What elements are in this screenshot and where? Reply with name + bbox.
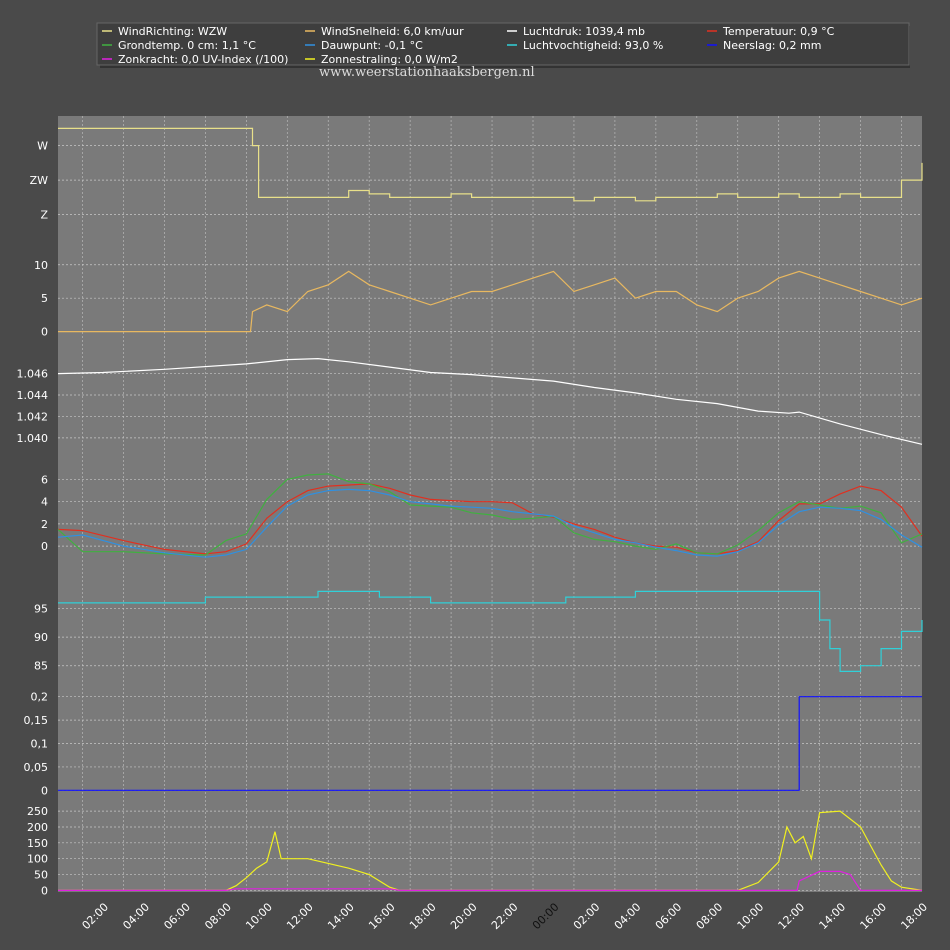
legend-label: Dauwpunt: -0,1 °C	[321, 39, 423, 52]
series-line-luchtdruk	[57, 357, 923, 445]
y-tick-label: 0	[41, 884, 48, 897]
y-tick-label: 0,2	[31, 691, 49, 704]
legend-label: Temperatuur: 0,9 °C	[722, 25, 835, 38]
y-tick-label: 0	[41, 784, 48, 797]
y-tick-label: Z	[40, 209, 48, 222]
series-line-dauwpunt	[57, 488, 923, 558]
legend-label: Neerslag: 0,2 mm	[723, 39, 821, 52]
series-line-grondtemp	[57, 473, 923, 556]
y-tick-label: 2	[41, 518, 48, 531]
y-tick-label: 85	[34, 660, 48, 673]
y-tick-label: ZW	[30, 174, 49, 187]
y-tick-label: 50	[34, 869, 48, 882]
series-line-luchtvochtigheid	[58, 590, 923, 672]
y-tick-label: 0,05	[24, 761, 49, 774]
y-tick-label: 6	[41, 473, 48, 486]
series-line-zonkracht	[58, 870, 922, 891]
legend-label: WindSnelheid: 6,0 km/uur	[321, 25, 464, 38]
y-tick-label: 150	[27, 837, 48, 850]
y-tick-label: 4	[41, 496, 48, 509]
y-tick-label: 5	[41, 292, 48, 305]
y-tick-label: 1.046	[17, 368, 49, 381]
series-layer	[57, 127, 923, 891]
legend-label: WindRichting: WZW	[118, 25, 227, 38]
y-tick-label: 250	[27, 805, 48, 818]
y-tick-label: 90	[34, 631, 48, 644]
legend-label: Luchtvochtigheid: 93,0 %	[523, 39, 663, 52]
legend-box	[96, 22, 910, 66]
y-tick-label: 10	[34, 259, 48, 272]
y-tick-label: 0	[41, 326, 48, 339]
y-tick-label: 95	[34, 603, 48, 616]
y-tick-label: 0	[41, 540, 48, 553]
legend-label: Zonkracht: 0,0 UV-Index (/100)	[118, 53, 288, 66]
watermark: www.weerstationhaaksbergen.nl	[319, 65, 535, 80]
legend-label: Luchtdruk: 1039,4 mb	[523, 25, 645, 38]
y-tick-label: W	[37, 140, 48, 153]
plot-area	[58, 116, 922, 892]
y-tick-label: 200	[27, 821, 48, 834]
series-line-neerslag	[58, 696, 922, 791]
legend-label: Zonnestraling: 0,0 W/m2	[321, 53, 458, 66]
legend-label: Grondtemp. 0 cm: 1,1 °C	[118, 39, 256, 52]
y-tick-label: 100	[27, 853, 48, 866]
legend: WindRichting: WZW WindSnelheid: 6,0 km/uu…	[96, 22, 910, 68]
y-tick-labels: WZWZ10501.0461.0441.0421.04064209590850,…	[17, 140, 49, 898]
series-line-temperatuur	[57, 483, 923, 555]
y-tick-label: 1.040	[17, 432, 49, 445]
legend-items: WindRichting: WZW WindSnelheid: 6,0 km/uu…	[102, 25, 835, 66]
y-tick-label: 1.044	[17, 389, 49, 402]
series-line-windrichting	[58, 127, 923, 202]
series-line-windsnelheid	[58, 270, 923, 333]
y-tick-label: 1.042	[17, 410, 49, 423]
y-tick-label: 0,1	[31, 738, 49, 751]
y-tick-label: 0,15	[24, 714, 49, 727]
